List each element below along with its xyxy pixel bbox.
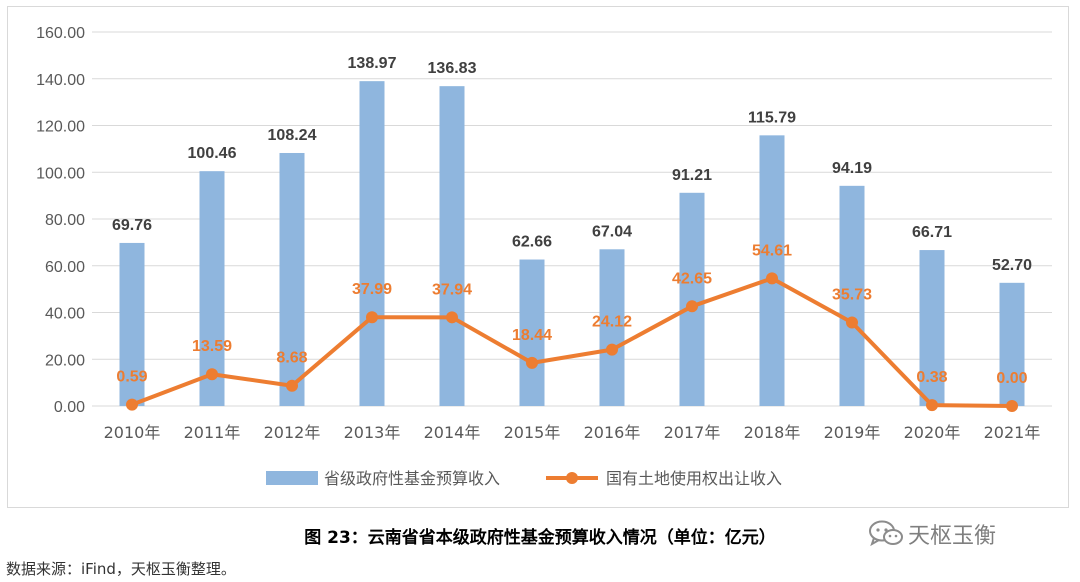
line-point xyxy=(686,300,698,313)
x-tick-label: 2011年 xyxy=(184,423,241,442)
bar-data-label: 94.19 xyxy=(832,160,872,177)
x-axis-ticks: 2010年 2011年 2012年 2013年 2014年 2015年 2016年 2017年… xyxy=(104,423,1041,442)
bar xyxy=(359,81,385,406)
y-tick-label: 120.00 xyxy=(36,119,85,136)
bar xyxy=(919,250,945,406)
x-tick-label: 2010年 xyxy=(104,423,161,442)
line-point xyxy=(606,343,618,356)
x-tick-label: 2014年 xyxy=(424,423,481,442)
watermark: 天枢玉衡 xyxy=(868,518,996,550)
line-data-label: 0.59 xyxy=(116,369,147,386)
legend-label-bar: 省级政府性基金预算收入 xyxy=(324,469,500,488)
y-tick-label: 160.00 xyxy=(36,25,85,42)
y-tick-label: 20.00 xyxy=(45,352,85,369)
bar-data-label: 136.83 xyxy=(428,60,477,77)
line-data-label: 54.61 xyxy=(752,242,792,259)
y-axis-ticks: 0.00 20.00 40.00 60.00 80.00 100.00 120.00 140.… xyxy=(36,25,85,416)
wechat-icon xyxy=(869,520,903,547)
line-data-label: 0.00 xyxy=(996,370,1027,387)
bar xyxy=(439,86,465,406)
chart: 0.00 20.00 40.00 60.00 80.00 100.00 120.00 140.… xyxy=(36,25,1052,488)
line-data-label: 35.73 xyxy=(832,286,872,303)
x-tick-label: 2018年 xyxy=(744,423,801,442)
bar xyxy=(119,242,145,406)
bar-data-label: 108.24 xyxy=(268,127,317,144)
watermark-text: 天枢玉衡 xyxy=(908,524,997,549)
legend: 省级政府性基金预算收入 国有土地使用权出让收入 xyxy=(266,469,782,488)
series-line xyxy=(131,276,1013,408)
bar xyxy=(679,192,705,406)
x-tick-label: 2016年 xyxy=(584,423,641,442)
x-tick-label: 2019年 xyxy=(824,423,881,442)
legend-label-line: 国有土地使用权出让收入 xyxy=(606,469,782,488)
x-tick-label: 2021年 xyxy=(984,423,1041,442)
legend-swatch-marker xyxy=(566,472,578,484)
line-data-label: 8.68 xyxy=(276,350,307,367)
bar-data-label: 62.66 xyxy=(512,234,552,251)
line-data-label: 37.99 xyxy=(352,281,392,298)
bar xyxy=(839,185,865,406)
line-data-label: 18.44 xyxy=(512,327,552,344)
y-tick-label: 60.00 xyxy=(45,259,85,276)
bar-data-label: 100.46 xyxy=(188,145,237,162)
line-data-label: 13.59 xyxy=(192,338,232,355)
line-point xyxy=(846,316,858,329)
y-tick-label: 140.00 xyxy=(36,72,85,89)
legend-swatch-bar xyxy=(266,471,318,485)
line-data-label: 0.38 xyxy=(916,369,947,386)
line-point xyxy=(126,398,138,411)
y-tick-label: 80.00 xyxy=(45,212,85,229)
bar-data-label: 69.76 xyxy=(112,217,152,234)
y-tick-label: 0.00 xyxy=(54,399,85,416)
bar-data-label: 66.71 xyxy=(912,224,952,241)
bar-data-label: 91.21 xyxy=(672,167,712,184)
line-point xyxy=(286,379,298,392)
bar-data-label: 115.79 xyxy=(748,109,796,126)
y-tick-label: 100.00 xyxy=(36,165,85,182)
line-point xyxy=(446,311,458,324)
bar xyxy=(519,259,545,406)
line-point xyxy=(526,356,538,369)
x-tick-label: 2020年 xyxy=(904,423,961,442)
line-point xyxy=(1006,400,1018,412)
line-point xyxy=(366,311,378,324)
bar-data-label: 138.97 xyxy=(348,55,397,72)
bar-data-label: 52.70 xyxy=(992,257,1032,274)
bar xyxy=(999,282,1025,406)
bar-data-label: 67.04 xyxy=(592,223,632,240)
bar-data-labels: 69.76 100.46 108.24 138.97 136.83 62.66 67.04 9… xyxy=(112,55,1032,274)
line-data-labels: 0.59 13.59 8.68 37.99 37.94 18.44 24.12 42.65 54… xyxy=(116,242,1027,387)
line-point xyxy=(766,272,778,285)
bar xyxy=(759,135,785,406)
x-tick-label: 2017年 xyxy=(664,423,721,442)
x-tick-label: 2012年 xyxy=(264,423,321,442)
chart-frame: 0.00 20.00 40.00 60.00 80.00 100.00 120.00 140.… xyxy=(7,6,1069,508)
bar xyxy=(599,249,625,406)
data-source: 数据来源：iFind，天枢玉衡整理。 xyxy=(6,560,236,578)
bar xyxy=(199,171,225,406)
x-tick-label: 2013年 xyxy=(344,423,401,442)
line-data-label: 24.12 xyxy=(592,314,632,331)
line-series xyxy=(126,272,1018,412)
bar xyxy=(279,152,305,406)
y-tick-label: 40.00 xyxy=(45,306,85,323)
line-point xyxy=(926,399,938,412)
x-tick-label: 2015年 xyxy=(504,423,561,442)
figure-caption: 图 23：云南省省本级政府性基金预算收入情况（单位：亿元） xyxy=(304,528,776,548)
bar-series xyxy=(119,81,1025,406)
line-data-label: 37.94 xyxy=(432,281,472,298)
line-point xyxy=(206,368,218,381)
line-data-label: 42.65 xyxy=(672,270,712,287)
gridlines xyxy=(92,31,1052,407)
